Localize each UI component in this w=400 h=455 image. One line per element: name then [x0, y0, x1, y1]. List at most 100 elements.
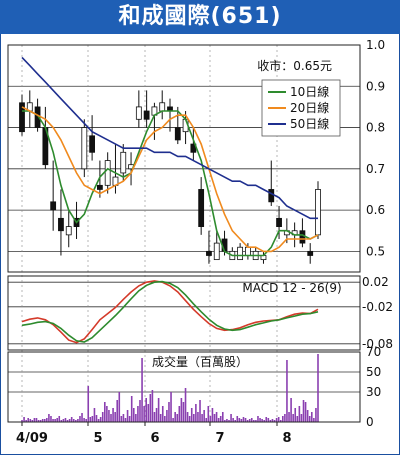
volume-bar	[153, 412, 156, 422]
volume-bar	[37, 420, 40, 422]
volume-bar	[118, 392, 121, 422]
volume-bar	[89, 417, 92, 422]
volume-bar	[300, 414, 303, 422]
candle-body	[81, 127, 88, 170]
volume-bar	[72, 419, 75, 422]
volume-bar	[39, 420, 42, 422]
volume-bar	[257, 416, 259, 422]
volume-bar	[193, 414, 195, 422]
volume-bar	[124, 418, 127, 422]
candle-body	[58, 217, 64, 232]
price-tick-label: 0.6	[366, 203, 385, 217]
volume-bar	[79, 416, 81, 422]
volume-tick-label: 0	[366, 415, 374, 429]
legend-label-20d: 20日線	[290, 100, 329, 115]
volume-bar	[93, 408, 96, 422]
volume-bar	[143, 406, 145, 422]
volume-bar	[209, 416, 212, 422]
volume-bar	[48, 414, 50, 422]
volume-bar	[176, 414, 179, 422]
volume-bar	[224, 420, 226, 422]
panel-border	[7, 275, 361, 351]
volume-bar	[211, 408, 214, 422]
volume-bar	[87, 386, 90, 422]
volume-bar	[197, 412, 199, 422]
legend-label-10d: 10日線	[290, 84, 329, 99]
volume-bar	[263, 420, 265, 422]
volume-bar	[308, 416, 311, 422]
volume-bar	[290, 398, 292, 422]
candle-body	[268, 189, 275, 203]
volume-bar	[81, 413, 83, 422]
candle-body	[104, 160, 111, 186]
volume-bar	[35, 418, 38, 422]
volume-bars	[21, 354, 319, 422]
volume-bar	[174, 412, 176, 422]
candle-body	[237, 246, 244, 261]
candle-body	[213, 242, 220, 261]
volume-bar	[137, 406, 139, 422]
volume-bar	[170, 392, 172, 422]
volume-bar	[186, 412, 189, 422]
close-price-label: 收市：0.65元	[257, 58, 332, 73]
volume-bar	[267, 418, 270, 422]
volume-bar	[195, 404, 197, 422]
candle-body	[299, 230, 306, 244]
volume-bar	[261, 419, 263, 422]
volume-bar	[68, 419, 71, 422]
volume-bar	[139, 400, 141, 422]
volume-bar	[282, 416, 284, 422]
volume-bar	[58, 416, 61, 422]
volume-bar	[60, 420, 63, 422]
volume-bar	[240, 419, 243, 422]
volume-bar	[77, 419, 79, 422]
volume-bar	[25, 420, 27, 422]
volume-bar	[182, 402, 185, 422]
volume-bar	[147, 404, 150, 422]
volume-bar	[52, 419, 54, 422]
volume-bar	[226, 419, 228, 422]
volume-bar	[161, 406, 164, 422]
volume-bar	[97, 419, 100, 422]
price-tick-label: 0.7	[366, 162, 385, 176]
volume-bar	[106, 406, 108, 422]
x-tick-label: 4/09	[16, 431, 48, 446]
candle-body	[120, 151, 127, 174]
volume-bar	[50, 416, 52, 422]
candle-body	[89, 135, 96, 153]
volume-bar	[166, 410, 168, 422]
macd-label: MACD 12 - 26(9)	[242, 281, 341, 295]
volume-bar	[83, 418, 85, 422]
x-tick-label: 7	[215, 431, 224, 446]
volume-bar	[85, 419, 87, 422]
panel-border	[7, 351, 361, 423]
price-tick-label: 1.0	[366, 38, 385, 52]
candle-body	[315, 189, 321, 236]
volume-bar	[255, 420, 257, 422]
volume-bar	[306, 410, 309, 422]
volume-bar	[168, 402, 170, 422]
volume-bar	[54, 419, 56, 422]
candle-body	[307, 250, 314, 256]
volume-bar	[238, 418, 241, 422]
volume-bar	[188, 416, 191, 422]
price-tick-label: 0.8	[366, 121, 385, 135]
volume-bar	[128, 416, 131, 422]
volume-bar	[232, 418, 234, 422]
candle-body	[244, 246, 251, 256]
volume-bar	[43, 419, 46, 422]
volume-label: 成交量（百萬股）	[152, 354, 248, 369]
candle-body	[159, 102, 166, 112]
volume-bar	[110, 414, 112, 422]
volume-bar	[304, 402, 307, 422]
volume-bar	[207, 406, 210, 422]
volume-bar	[178, 406, 181, 422]
candle-body	[135, 106, 142, 120]
volume-bar	[302, 400, 305, 422]
volume-bar	[292, 414, 294, 422]
volume-bar	[159, 414, 162, 422]
volume-bar	[203, 410, 205, 422]
volume-bar	[275, 418, 278, 422]
volume-bar	[315, 408, 317, 422]
